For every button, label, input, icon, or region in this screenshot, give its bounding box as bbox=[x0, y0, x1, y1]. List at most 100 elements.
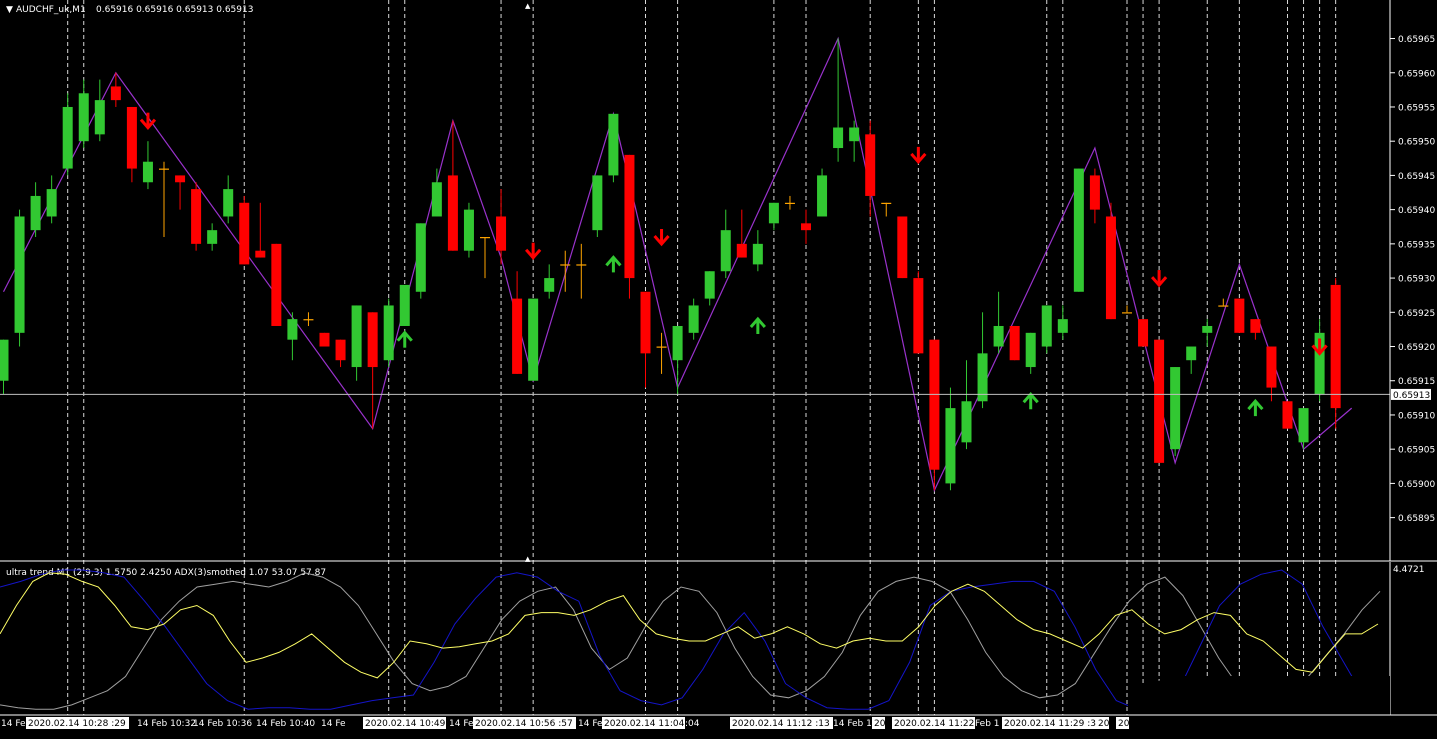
candle-body bbox=[1041, 305, 1052, 347]
time-tick-label: :04 bbox=[685, 719, 700, 729]
price-tick-label: 0.65905 bbox=[1398, 446, 1435, 456]
current-price-box: 0.65913 bbox=[1391, 388, 1431, 401]
price-tick-label: 0.65950 bbox=[1398, 138, 1435, 148]
candle-body bbox=[383, 305, 394, 361]
candle-body bbox=[1009, 325, 1020, 361]
down-arrow-icon bbox=[525, 242, 542, 260]
candle-body bbox=[784, 202, 795, 204]
candle-body bbox=[207, 230, 218, 244]
candle-body bbox=[1186, 346, 1197, 361]
candle-body bbox=[640, 291, 651, 354]
candle-body bbox=[271, 243, 282, 326]
candle-body bbox=[704, 271, 715, 299]
time-label-box bbox=[892, 717, 975, 729]
candle-body bbox=[720, 230, 731, 272]
indicator-header: ultra trend M1 (2,9,3) 1.5750 2.4250 ADX… bbox=[6, 568, 326, 578]
candle-body bbox=[351, 305, 362, 368]
arrow-head bbox=[1311, 344, 1328, 356]
candle-body bbox=[849, 127, 860, 142]
candle-body bbox=[1138, 319, 1149, 347]
candle-body bbox=[223, 189, 234, 217]
price-axis-ticks[interactable]: 0.65965 0.65960 0.65955 0.65950 0.65945 0.659… bbox=[1390, 35, 1435, 524]
candle-body bbox=[1105, 216, 1116, 320]
candle-body bbox=[1025, 332, 1036, 368]
candle-body bbox=[1250, 319, 1261, 333]
indicator-scale-label: 4.4721 bbox=[1393, 565, 1425, 575]
price-tick-label: 0.65915 bbox=[1398, 377, 1435, 387]
down-arrow-icon bbox=[139, 112, 157, 130]
candle-body bbox=[624, 154, 635, 279]
candle-body bbox=[239, 202, 250, 265]
down-arrow-icon bbox=[653, 229, 670, 247]
time-tick-label: 2020.02.14 10:56 :57 bbox=[475, 719, 573, 729]
candle-body bbox=[399, 284, 410, 326]
arrow-head bbox=[605, 255, 622, 267]
candle-body bbox=[608, 113, 619, 176]
arrow-head bbox=[910, 152, 927, 165]
candle-body bbox=[287, 319, 298, 340]
candle-body bbox=[255, 250, 266, 258]
time-label-box bbox=[26, 717, 129, 729]
time-label-box bbox=[1116, 717, 1129, 729]
candle-body bbox=[62, 106, 73, 169]
candle-body bbox=[0, 339, 9, 381]
candle-body bbox=[175, 175, 186, 183]
up-arrow-icon bbox=[605, 255, 622, 273]
time-label-box bbox=[363, 717, 446, 729]
arrow-head bbox=[525, 248, 542, 260]
candle-body bbox=[833, 127, 844, 149]
price-tick-label: 0.65920 bbox=[1398, 343, 1435, 353]
candle-body bbox=[1089, 175, 1100, 210]
time-tick-label: 14 Feb 10:32 bbox=[137, 719, 196, 729]
candle-body bbox=[768, 202, 779, 224]
candle-body bbox=[897, 216, 908, 279]
time-tick-label: 14 Feb 1 bbox=[833, 719, 872, 729]
candle-body bbox=[335, 339, 346, 361]
price-tick-label: 0.65900 bbox=[1398, 480, 1435, 490]
candle-body bbox=[1073, 168, 1084, 292]
down-arrow-icon bbox=[1150, 270, 1168, 288]
time-tick-label: 2020.02.14 11:29 :30 bbox=[1004, 719, 1102, 729]
candle-body bbox=[159, 168, 169, 170]
time-tick-label: 2020.02.14 11:22 bbox=[894, 719, 974, 729]
candle-body bbox=[752, 243, 763, 265]
panel-split-marker-icon[interactable]: ▲ bbox=[525, 555, 531, 563]
price-tick-label: 0.65935 bbox=[1398, 240, 1435, 250]
time-label-box bbox=[602, 717, 685, 729]
candle-body bbox=[191, 189, 202, 244]
candle-body bbox=[881, 202, 892, 204]
candle-body bbox=[1057, 319, 1068, 333]
candle-body bbox=[319, 332, 330, 347]
time-tick-label: 2020.02.14 10:28 :29 bbox=[28, 719, 126, 729]
candle-body bbox=[1298, 408, 1309, 443]
candle-body bbox=[801, 223, 811, 231]
menu-triangle-icon[interactable]: ▼ bbox=[6, 5, 13, 15]
candle-body bbox=[78, 93, 89, 142]
candle-body bbox=[14, 216, 25, 333]
indicator-yellow-line bbox=[0, 572, 1379, 679]
candle-body bbox=[1202, 325, 1213, 333]
time-tick-label: 20 bbox=[1118, 719, 1130, 729]
candle-body bbox=[544, 278, 555, 292]
candle-body bbox=[463, 209, 474, 251]
ohlc-readout: 0.65916 0.65916 0.65913 0.65913 bbox=[96, 5, 253, 15]
down-arrow-icon bbox=[1311, 338, 1328, 356]
time-label-box bbox=[730, 717, 833, 729]
candle-body bbox=[303, 319, 314, 321]
candle-body bbox=[1282, 401, 1293, 429]
candle-body bbox=[1314, 332, 1325, 395]
time-label-box bbox=[1096, 717, 1109, 729]
arrow-head bbox=[749, 316, 766, 328]
candle-body bbox=[496, 216, 507, 251]
candle-body bbox=[415, 223, 426, 292]
time-tick-label: 14 Feb bbox=[1, 719, 32, 729]
signal-arrows-layer bbox=[139, 112, 1328, 417]
candle-body bbox=[592, 175, 603, 231]
candle-body bbox=[142, 161, 153, 183]
scroll-marker-icon[interactable]: ▲ bbox=[525, 2, 531, 10]
down-arrow-icon bbox=[910, 146, 927, 165]
price-tick-label: 0.65910 bbox=[1398, 411, 1435, 421]
candle-body bbox=[688, 305, 699, 333]
